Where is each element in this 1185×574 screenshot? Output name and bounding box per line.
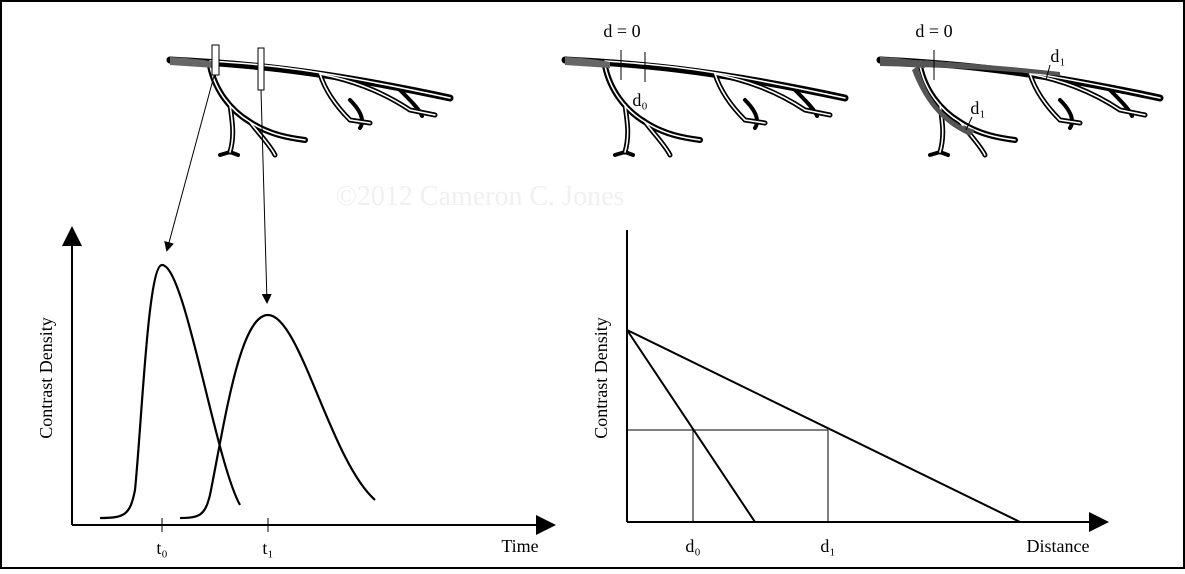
label: d = 0 bbox=[603, 21, 640, 41]
label: d = 0 bbox=[915, 21, 952, 41]
tick-label: t₀ bbox=[156, 538, 167, 558]
x-axis-label: Time bbox=[501, 536, 538, 556]
vessel-tree bbox=[565, 57, 845, 155]
arrow bbox=[164, 75, 215, 252]
y-axis-label: Contrast Density bbox=[36, 317, 56, 439]
watermark: ©2012 Cameron C. Jones bbox=[336, 181, 625, 212]
curve bbox=[179, 313, 376, 520]
label: d₁ bbox=[970, 98, 985, 118]
marker-line bbox=[965, 116, 973, 131]
line bbox=[626, 329, 1021, 523]
label: d₁ bbox=[1050, 46, 1065, 66]
filled-vessel bbox=[880, 58, 1060, 136]
x-axis-label: Distance bbox=[1027, 536, 1090, 556]
tick-label: d₁ bbox=[820, 536, 835, 556]
line bbox=[626, 329, 756, 523]
marker-line bbox=[1045, 64, 1051, 81]
label: d₀ bbox=[632, 90, 647, 110]
y-axis-label: Contrast Density bbox=[591, 317, 611, 439]
sample-window bbox=[211, 44, 220, 76]
sample-window bbox=[257, 47, 265, 91]
arrow bbox=[260, 89, 272, 304]
curve bbox=[99, 263, 241, 520]
tick-label: t₁ bbox=[262, 538, 273, 558]
tick-label: d₀ bbox=[685, 536, 700, 556]
